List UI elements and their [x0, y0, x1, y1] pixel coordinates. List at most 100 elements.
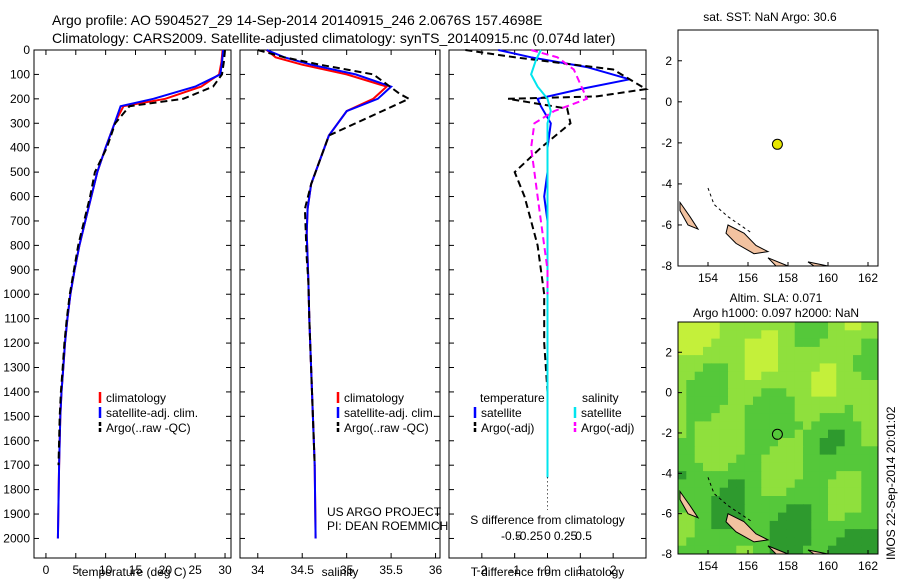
sla-map-cell [803, 322, 812, 331]
sla-map-cell [686, 330, 696, 340]
sla-map-cell [836, 338, 846, 348]
sla-map-cell [753, 429, 762, 439]
sla-map-cell [678, 512, 687, 522]
sla-map-cell [694, 520, 704, 530]
sla-map-cell [811, 438, 821, 447]
sst-map-xtick-label: 160 [818, 271, 838, 285]
sla-map-cell [678, 454, 687, 464]
sst-map-ytick-label: -8 [661, 259, 672, 273]
sla-map-cell [736, 438, 746, 447]
sla-map-cell [728, 413, 737, 422]
sla-map-cell [678, 446, 687, 456]
sla-map-cell [711, 322, 721, 331]
sla-map-cell [686, 520, 696, 530]
sla-map-cell [819, 322, 829, 331]
sla-map-cell [686, 438, 696, 447]
sla-map-cell [836, 363, 846, 373]
sla-map-cell [861, 429, 871, 439]
sla-map-cell [761, 371, 771, 381]
sla-map-cell [686, 496, 696, 505]
sla-map-cell [703, 396, 712, 406]
sla-map-cell [819, 454, 829, 464]
depth-tick-label: 900 [10, 263, 30, 277]
sla-map-cell [769, 446, 779, 456]
sla-map-cell [836, 396, 846, 406]
sla-map-cell [703, 429, 712, 439]
sla-map-cell [836, 346, 846, 356]
temp-legend-satellite-label: satellite-adj. clim. [106, 406, 198, 420]
sla-map-cell [786, 487, 796, 497]
sla-map-cell [778, 512, 787, 522]
sla-map-cell [861, 529, 871, 538]
sla-map-cell [736, 446, 746, 456]
sla-map-cell [778, 446, 787, 456]
sla-map-cell [711, 462, 721, 472]
sla-map-cell [803, 429, 812, 439]
sla-map-cell [869, 446, 879, 456]
sla-map-cell [744, 421, 754, 431]
sla-map-cell [794, 496, 804, 505]
sla-map-cell [844, 363, 854, 373]
difference-xtick-label: 2 [610, 563, 617, 577]
sla-map-cell [686, 388, 696, 398]
sla-map-cell [861, 537, 871, 547]
sla-map-cell [803, 479, 812, 489]
sla-map-cell [861, 446, 871, 456]
temperature-xtick-label: 10 [99, 563, 113, 577]
sst-map-float-point [771, 138, 783, 150]
sla-map-cell [753, 496, 762, 505]
sdiff-tick-label: 0.25 [554, 529, 578, 543]
sla-map-cell [703, 388, 712, 398]
sla-map-cell [853, 363, 862, 373]
salinity-xtick-label: 35.5 [379, 563, 403, 577]
sla-map-cell [811, 338, 821, 348]
sla-map-cell [811, 413, 821, 422]
diff-legend-s-satellite-label: satellite [581, 406, 622, 420]
difference-xtick-label: -2 [476, 563, 487, 577]
sla-map-cell [803, 471, 812, 480]
sla-map-cell [678, 504, 687, 514]
sla-map-cell [786, 322, 796, 331]
sla-map-cell [778, 322, 787, 331]
sla-map-cell [753, 487, 762, 497]
sdiff-tick-label: -0.5 [501, 529, 522, 543]
sla-map-cell [828, 545, 837, 555]
sla-map-cell [844, 380, 854, 389]
sla-map-cell [744, 355, 754, 364]
sla-map-cell [761, 322, 771, 331]
sla-map-cell [803, 388, 812, 398]
sla-map-cell [836, 355, 846, 364]
sla-map-cell [744, 504, 754, 514]
sla-map-cell [719, 413, 729, 422]
sla-map-cell [769, 537, 779, 547]
sla-map-cell [786, 446, 796, 456]
sla-map-cell [736, 338, 746, 348]
sla-map-cell [736, 462, 746, 472]
sla-map-cell [828, 454, 837, 464]
sla-map-cell [819, 471, 829, 480]
sla-map-cell [786, 346, 796, 356]
sla-map-cell [744, 446, 754, 456]
sla-map-cell [811, 446, 821, 456]
climatology-subtitle: Climatology: CARS2009. Satellite-adjuste… [52, 30, 616, 46]
sla-map-cell [719, 454, 729, 464]
sla-map-cell [786, 404, 796, 414]
sla-map-cell [844, 446, 854, 456]
sla-map-cell [744, 388, 754, 398]
sla-map-cell [728, 545, 737, 555]
sla-map-cell [744, 471, 754, 480]
sla-map-cell [836, 438, 846, 447]
sla-map-cell [686, 471, 696, 480]
sla-map-cell [853, 413, 862, 422]
sla-map-cell [819, 380, 829, 389]
sla-map-ytick-label: 0 [665, 386, 672, 400]
sla-map-cell [736, 355, 746, 364]
sal-legend-argo-label: Argo(..raw -QC) [344, 421, 429, 435]
sla-map-cell [719, 438, 729, 447]
sla-map-cell [694, 363, 704, 373]
sst-map-ytick-label: -6 [661, 218, 672, 232]
sla-map-cell [736, 396, 746, 406]
sla-map-cell [761, 545, 771, 555]
sla-map-cell [803, 537, 812, 547]
sla-map-cell [736, 454, 746, 464]
